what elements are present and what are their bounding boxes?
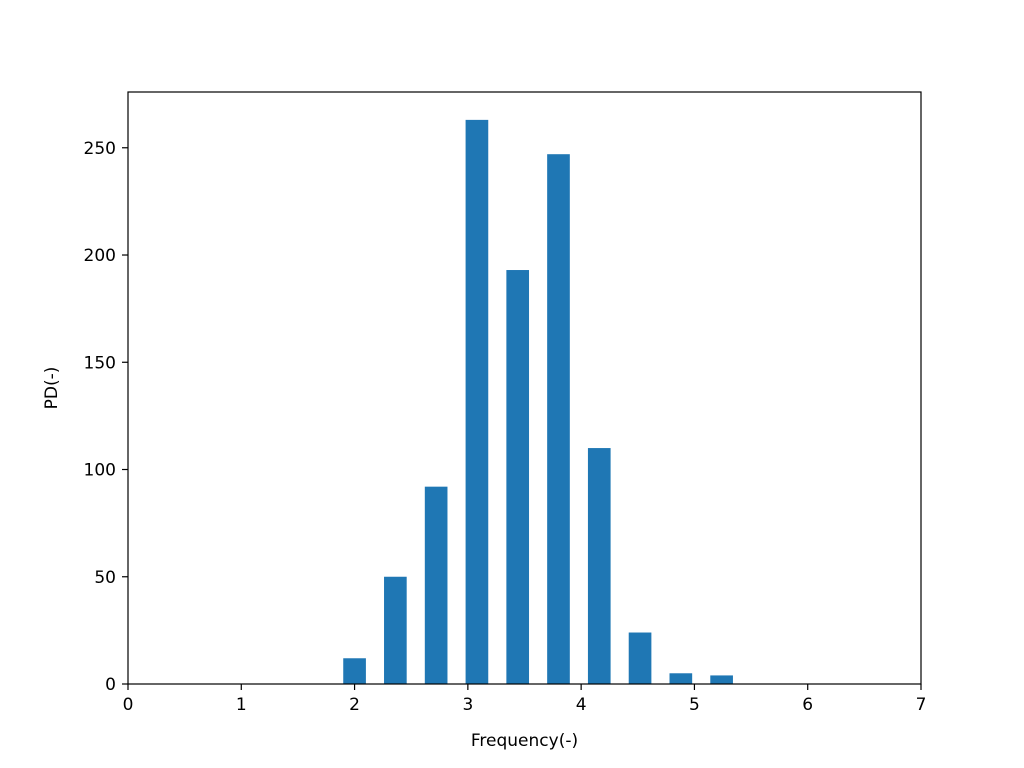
x-tick-label: 6 <box>802 695 813 715</box>
bar <box>465 119 489 684</box>
y-tick-label: 0 <box>105 675 116 695</box>
bar <box>424 486 448 684</box>
y-axis-label: PD(-) <box>42 367 62 410</box>
x-tick-label: 0 <box>123 695 134 715</box>
x-tick-label: 2 <box>349 695 360 715</box>
x-axis-label: Frequency(-) <box>471 731 578 751</box>
y-tick-label: 250 <box>84 139 116 159</box>
y-tick-label: 200 <box>84 246 116 266</box>
bar <box>669 673 693 684</box>
bar <box>547 154 570 684</box>
bar <box>343 658 366 684</box>
bar <box>710 675 733 684</box>
x-tick-label: 3 <box>462 695 473 715</box>
bar <box>384 576 407 684</box>
y-tick-label: 150 <box>84 353 116 373</box>
y-tick-label: 100 <box>84 461 116 481</box>
bar <box>506 270 530 684</box>
x-tick-label: 1 <box>236 695 247 715</box>
bars-layer <box>343 119 733 684</box>
ticks-layer: 0 1 2 3 4 5 6 7 0 50 100 150 200 250 <box>84 139 927 715</box>
bar <box>628 632 652 684</box>
bar <box>587 448 611 684</box>
y-tick-label: 50 <box>94 568 116 588</box>
plot-frame <box>127 91 922 685</box>
x-tick-label: 4 <box>576 695 587 715</box>
x-tick-label: 5 <box>689 695 700 715</box>
x-tick-label: 7 <box>916 695 927 715</box>
